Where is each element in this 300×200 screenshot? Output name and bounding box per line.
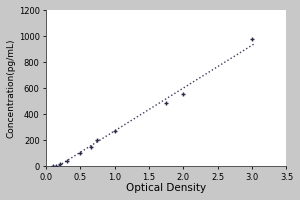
Point — [57, 163, 62, 166]
Y-axis label: Concentration(pg/mL): Concentration(pg/mL) — [7, 39, 16, 138]
Point — [112, 130, 117, 133]
X-axis label: Optical Density: Optical Density — [126, 183, 206, 193]
Point — [50, 165, 55, 168]
Point — [54, 164, 59, 167]
Point — [164, 101, 169, 104]
Point — [95, 139, 100, 142]
Point — [64, 160, 69, 163]
Point — [88, 145, 93, 149]
Point — [250, 37, 254, 41]
Point — [78, 152, 83, 155]
Point — [181, 92, 186, 95]
